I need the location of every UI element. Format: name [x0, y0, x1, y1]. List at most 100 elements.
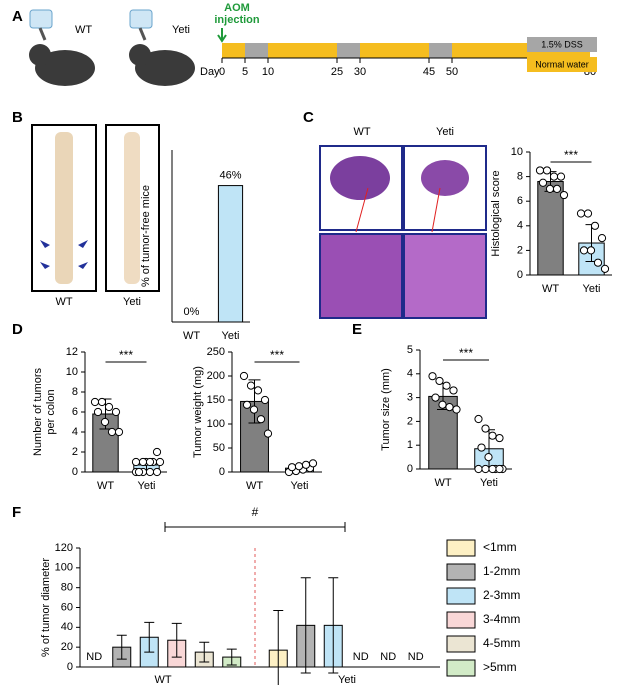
y-tick-label: 60: [61, 601, 73, 613]
legend-label: 3-4mm: [483, 612, 520, 626]
y-axis-label: Number of tumors: [32, 367, 44, 456]
y-tick-label: 0: [72, 466, 78, 478]
y-tick-label: 0: [407, 463, 413, 475]
y-axis-label: Tumor weight (mg): [192, 366, 204, 458]
y-axis-label: Tumor size (mm): [380, 368, 392, 451]
x-tick-label: WT: [97, 480, 114, 492]
data-point: [438, 400, 447, 409]
y-tick-label: 4: [407, 368, 413, 380]
y-tick-label: 250: [207, 346, 225, 358]
data-point: [287, 463, 297, 472]
panel-label: D: [12, 321, 23, 338]
data-point: [590, 221, 600, 230]
histology-images: [319, 145, 487, 319]
data-point: [294, 462, 304, 471]
data-point: [111, 407, 121, 417]
tick-label: 0: [219, 66, 225, 78]
dss-period: [245, 43, 268, 58]
data-point: [449, 386, 458, 395]
panel-label: F: [12, 504, 21, 521]
error-bar: [144, 621, 155, 653]
data-point: [452, 405, 461, 414]
data-point: [484, 453, 493, 462]
significance-label: ***: [119, 348, 133, 362]
legend-swatch: [527, 57, 597, 72]
dss-period: [337, 43, 360, 58]
data-point: [249, 405, 259, 414]
error-bar: [300, 577, 311, 674]
value-label: ND: [380, 651, 396, 663]
tick-label: 50: [446, 66, 458, 78]
y-tick-label: 200: [207, 370, 225, 382]
y-tick-label: 8: [517, 171, 523, 183]
y-axis-label: % of tumor-free mice: [140, 185, 152, 287]
y-axis-label: Histological score: [490, 170, 502, 256]
x-tick-label: WT: [434, 477, 451, 489]
error-bar: [328, 577, 339, 674]
data-point: [495, 464, 504, 474]
error-bar: [226, 648, 237, 666]
data-point: [474, 414, 483, 424]
x-tick-label: WT: [246, 480, 263, 492]
data-point: [242, 400, 252, 409]
mouse-label: Yeti: [172, 24, 190, 36]
significance-label: ***: [459, 346, 473, 360]
event-label: AOM: [224, 2, 250, 14]
y-tick-label: 150: [207, 394, 225, 406]
panel-label: C: [303, 109, 314, 126]
dss-period: [429, 43, 452, 58]
y-tick-label: 0: [67, 661, 73, 673]
data-point: [579, 246, 589, 255]
value-label: ND: [408, 651, 424, 663]
data-point: [256, 415, 266, 424]
panel-label: A: [12, 8, 23, 25]
y-tick-label: 0: [219, 466, 225, 478]
panel-label: B: [12, 109, 23, 126]
error-bar: [199, 641, 210, 663]
y-tick-label: 40: [61, 621, 73, 633]
tick-label: 10: [262, 66, 274, 78]
mouse-illustration: [29, 9, 195, 86]
legend-swatch: [446, 635, 476, 653]
y-tick-label: 1: [407, 439, 413, 451]
data-point: [435, 376, 444, 386]
y-tick-label: 2: [517, 244, 523, 256]
data-point: [138, 457, 148, 467]
image-label: WT: [55, 296, 72, 308]
x-tick-label: Yeti: [480, 477, 498, 489]
data-point: [593, 258, 603, 267]
data-point: [104, 402, 114, 412]
colon-photo: [124, 132, 140, 284]
mouse-label: WT: [75, 24, 92, 36]
data-point: [145, 457, 155, 467]
y-tick-label: 2: [407, 415, 413, 427]
event-label: injection: [214, 14, 260, 26]
error-bar: [171, 622, 182, 658]
legend-swatch: [446, 659, 476, 677]
data-point: [495, 433, 504, 443]
x-tick-label: Yeti: [338, 674, 356, 685]
significance-label: ***: [270, 348, 284, 362]
legend-label: <1mm: [483, 540, 517, 554]
significance-label: #: [252, 505, 259, 519]
data-point: [597, 234, 607, 243]
data-point: [308, 459, 318, 468]
data-point: [474, 464, 483, 474]
data-point: [442, 381, 451, 390]
water-period: [222, 43, 590, 58]
value-label: 0%: [184, 306, 200, 318]
y-tick-label: 4: [517, 220, 523, 232]
value-label: 46%: [219, 169, 241, 181]
y-tick-label: 2: [72, 446, 78, 458]
data-point: [301, 460, 311, 469]
image-label: WT: [353, 126, 370, 138]
data-point: [155, 457, 165, 467]
data-point: [586, 246, 596, 255]
data-point: [538, 178, 548, 187]
data-point: [100, 417, 110, 427]
y-tick-label: 50: [213, 442, 225, 454]
y-tick-label: 80: [61, 582, 73, 594]
data-point: [542, 166, 552, 175]
data-point: [488, 464, 497, 474]
